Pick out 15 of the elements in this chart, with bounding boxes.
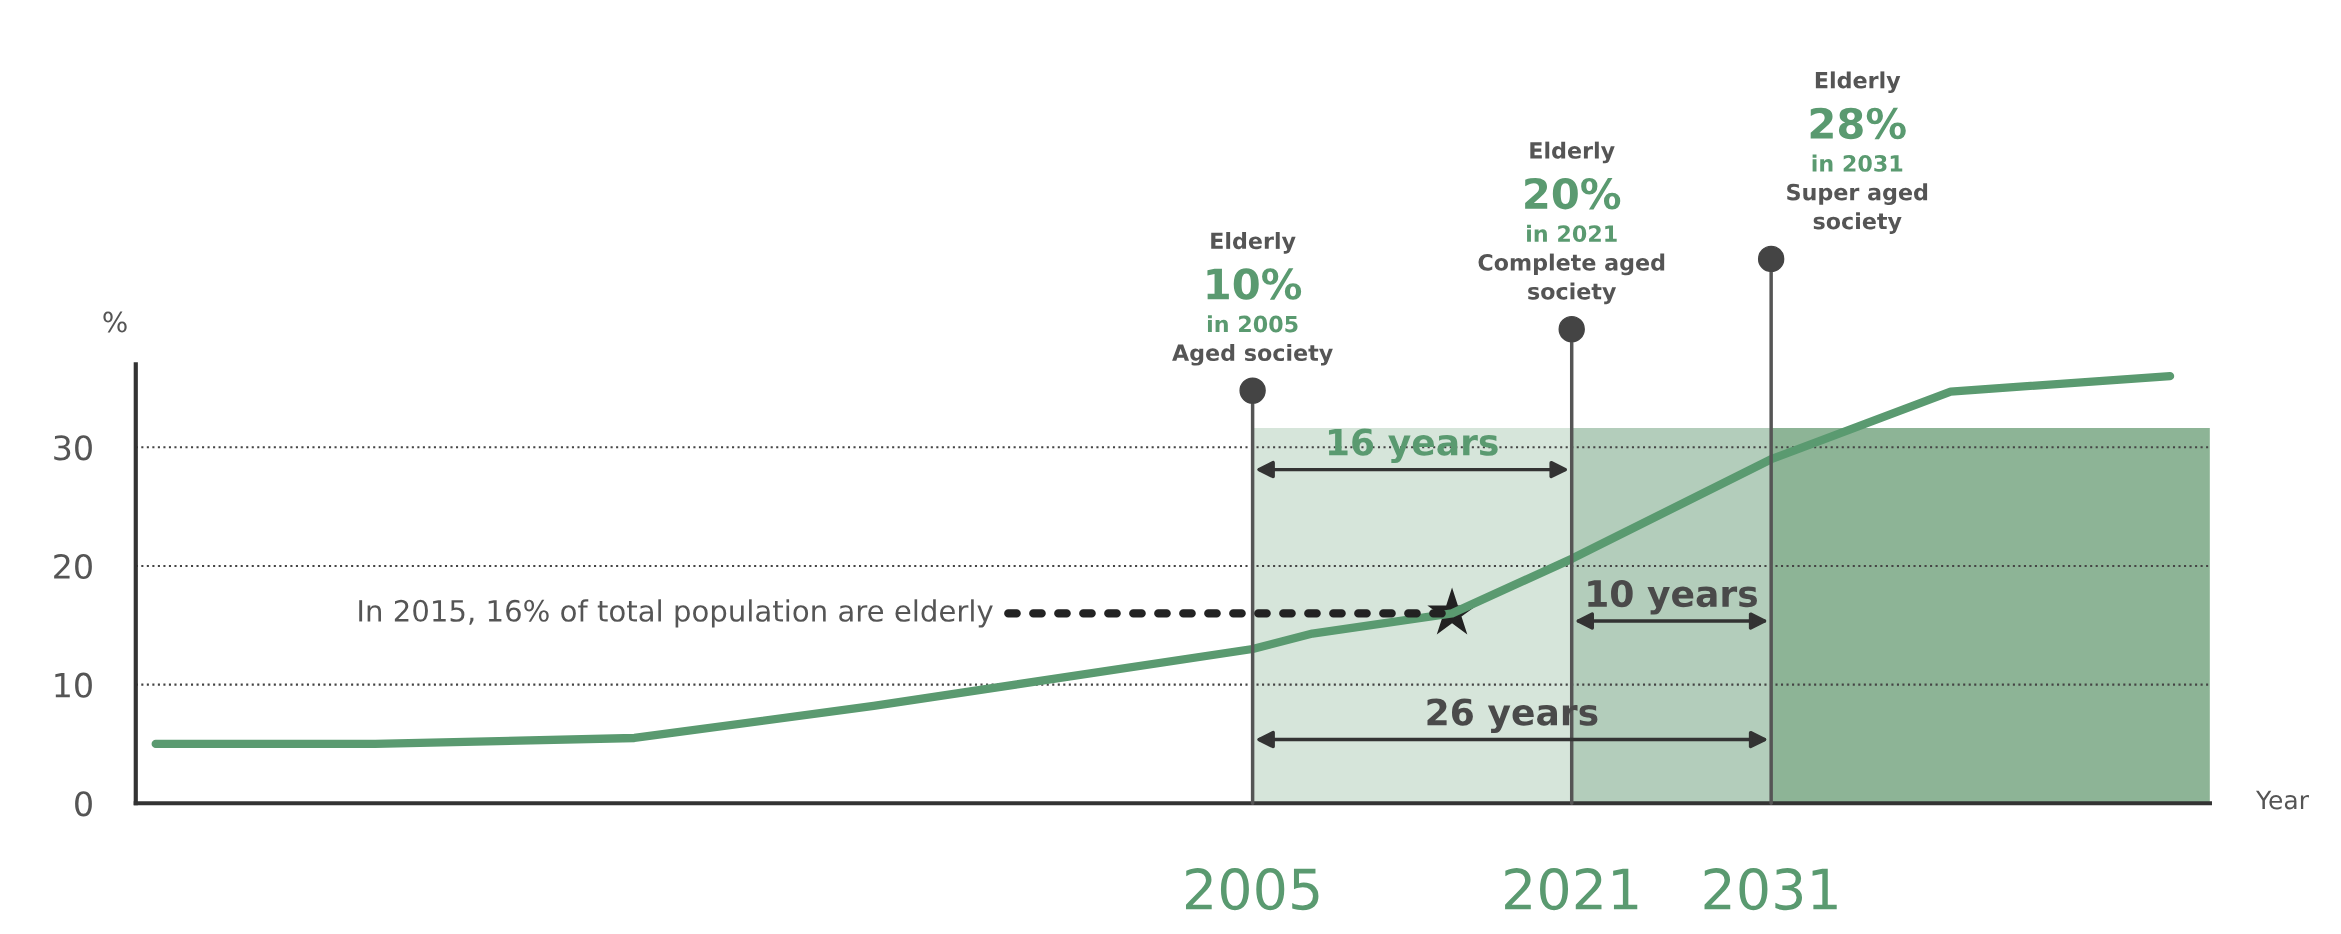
y-axis-title: %: [103, 311, 127, 333]
annotation: 10 years: [1588, 579, 1757, 615]
x-tick-label: 2021: [1505, 868, 1638, 911]
ref-line-label: Elderly 10% in 2005 Aged society: [1172, 231, 1333, 366]
y-tick-label: 20: [54, 553, 92, 580]
y-tick-label: 30: [54, 435, 92, 461]
x-axis-title: Year: [2255, 790, 2309, 810]
annotation: 16 years: [1328, 428, 1498, 464]
ref-line-label: Elderly 28% in 2031 Super aged society: [1787, 71, 1928, 234]
annotation: In 2015, 16% of total population are elderly: [359, 599, 993, 628]
ref-line-label: Elderly 20% in 2021 Complete aged society: [1478, 141, 1665, 305]
y-tick-label: 0: [75, 791, 92, 817]
x-tick-label: 2005: [1185, 868, 1319, 911]
y-tick-label: 10: [55, 672, 92, 698]
x-tick-label: 2031: [1704, 868, 1837, 911]
